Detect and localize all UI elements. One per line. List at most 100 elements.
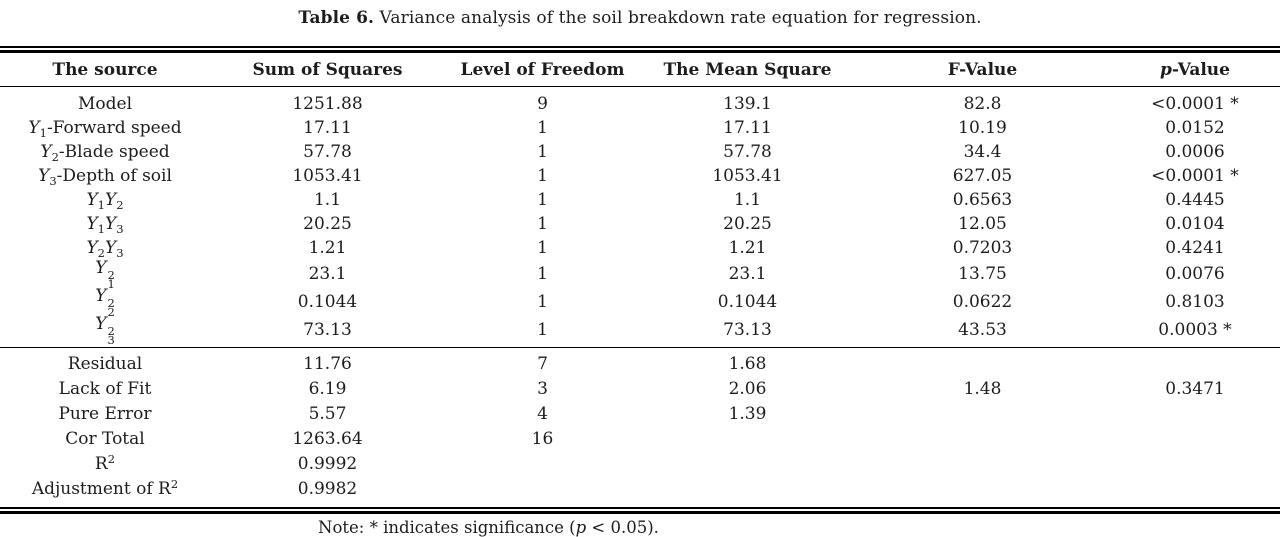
source-cell: Y1Y2 [86, 189, 124, 212]
value-cell: 16 [531, 429, 554, 449]
value-cell: 2.06 [728, 379, 767, 399]
source-cell: Adjustment of R2 [31, 477, 179, 499]
value-cell: 1.48 [963, 379, 1002, 399]
value-cell: 1 [537, 141, 548, 162]
value-cell: 1.1 [313, 189, 342, 210]
rule-thin-line [0, 507, 1280, 509]
value-cell: 0.1044 [297, 291, 358, 312]
table-caption-label: Table 6. [298, 8, 375, 28]
source-cell: Lack of Fit [58, 379, 152, 399]
value-cell: 73.13 [303, 319, 352, 340]
value-cell: 1.68 [728, 354, 767, 374]
source-cell: Y1-Forward speed [28, 117, 182, 140]
value-cell: 1 [537, 263, 548, 284]
value-cell: <0.0001 * [1151, 93, 1239, 114]
value-cell: 11.76 [303, 354, 352, 374]
table-row: Adjustment of R2 0.9982 [0, 477, 1280, 507]
value-cell: 0.0104 [1165, 213, 1225, 234]
value-cell: 5.57 [308, 404, 347, 424]
value-cell: 7 [537, 354, 548, 374]
value-cell: 1.1 [733, 189, 762, 210]
value-cell: 0.6563 [952, 189, 1013, 210]
value-cell [1110, 348, 1280, 378]
table-row: Y1Y2 1.1 1 1.1 0.6563 0.4445 [0, 188, 1280, 212]
column-header-5: F-Value [855, 53, 1110, 87]
value-cell: 1.21 [308, 237, 347, 258]
value-cell: 9 [537, 93, 548, 114]
model-terms-block: Model 1251.88 9 139.1 82.8 <0.0001 * Y1-Forwar… [0, 87, 1280, 348]
value-cell [855, 348, 1110, 378]
rule-thin-line [0, 46, 1280, 48]
value-cell: 3 [537, 379, 548, 399]
source-cell: R2 [94, 452, 116, 474]
header-row: The source Sum of Squares Level of Freedom… [0, 53, 1280, 87]
value-cell [445, 477, 640, 507]
table-caption-text: Variance analysis of the soil breakdown … [374, 8, 982, 28]
value-cell: 12.05 [958, 213, 1007, 234]
value-cell: 82.8 [963, 93, 1002, 114]
table-row: Cor Total 1263.64 16 [0, 427, 1280, 452]
value-cell: 1 [537, 165, 548, 186]
value-cell: 6.19 [308, 379, 347, 399]
value-cell: 0.4241 [1165, 237, 1225, 258]
value-cell: 23.1 [728, 263, 767, 284]
value-cell [855, 452, 1110, 477]
column-header-2: Sum of Squares [210, 53, 445, 87]
value-cell: 1263.64 [292, 429, 363, 449]
variance-analysis-table: The source Sum of Squares Level of Freedom… [0, 53, 1280, 507]
value-cell: 20.25 [303, 213, 352, 234]
source-cell: Y2-Blade speed [40, 141, 170, 164]
table-row: Y 2 1 23.1 1 23.1 13.75 0.0076 [0, 258, 1280, 291]
value-cell: 1251.88 [292, 93, 363, 114]
value-cell [1110, 402, 1280, 427]
value-cell: 1 [537, 189, 548, 210]
value-cell: 0.1044 [717, 291, 778, 312]
table-top-rule [0, 46, 1280, 53]
table-row: Model 1251.88 9 139.1 82.8 <0.0001 * [0, 87, 1280, 117]
note-suffix: < 0.05). [586, 518, 659, 537]
value-cell: 20.25 [723, 213, 772, 234]
value-cell: 0.7203 [952, 237, 1013, 258]
value-cell: 0.0006 [1165, 141, 1225, 162]
note-prefix: Note: * indicates significance ( [318, 518, 576, 537]
value-cell: 1.39 [728, 404, 767, 424]
value-cell [640, 427, 855, 452]
source-cell: Y3-Depth of soil [38, 165, 172, 188]
rule-thick-line [0, 50, 1280, 53]
table-caption: Table 6. Variance analysis of the soil b… [0, 0, 1280, 46]
value-cell: 13.75 [958, 263, 1007, 284]
value-cell: 0.0152 [1165, 117, 1225, 138]
value-cell [640, 477, 855, 507]
column-header-6: p-Value [1110, 53, 1280, 87]
value-cell: 1 [537, 237, 548, 258]
value-cell: 627.05 [952, 165, 1013, 186]
table-row: Y3-Depth of soil 1053.41 1 1053.41 627.05 <0.… [0, 164, 1280, 188]
value-cell: <0.0001 * [1151, 165, 1239, 186]
value-cell: 139.1 [723, 93, 772, 114]
source-cell: Residual [67, 354, 143, 374]
value-cell: 1053.41 [292, 165, 363, 186]
value-cell: 0.4445 [1165, 189, 1225, 210]
source-cell: Cor Total [65, 429, 145, 449]
value-cell: 0.0622 [952, 291, 1013, 312]
table-row: Residual 11.76 7 1.68 [0, 348, 1280, 378]
value-cell: 1 [537, 117, 548, 138]
value-cell: 0.3471 [1165, 379, 1225, 399]
value-cell: 17.11 [723, 117, 772, 138]
value-cell: 10.19 [958, 117, 1007, 138]
source-cell: Model [77, 93, 133, 114]
value-cell: 0.0003 * [1158, 319, 1232, 340]
table-row: Y 2 3 73.13 1 73.13 43.53 0.0003 * [0, 316, 1280, 348]
value-cell: 73.13 [723, 319, 772, 340]
value-cell [855, 402, 1110, 427]
table-row: Y2-Blade speed 57.78 1 57.78 34.4 0.0006 [0, 140, 1280, 164]
value-cell: 0.0076 [1165, 263, 1225, 284]
value-cell: 57.78 [303, 141, 352, 162]
rule-thick-line [0, 511, 1280, 514]
value-cell: 1 [537, 291, 548, 312]
value-cell [855, 477, 1110, 507]
